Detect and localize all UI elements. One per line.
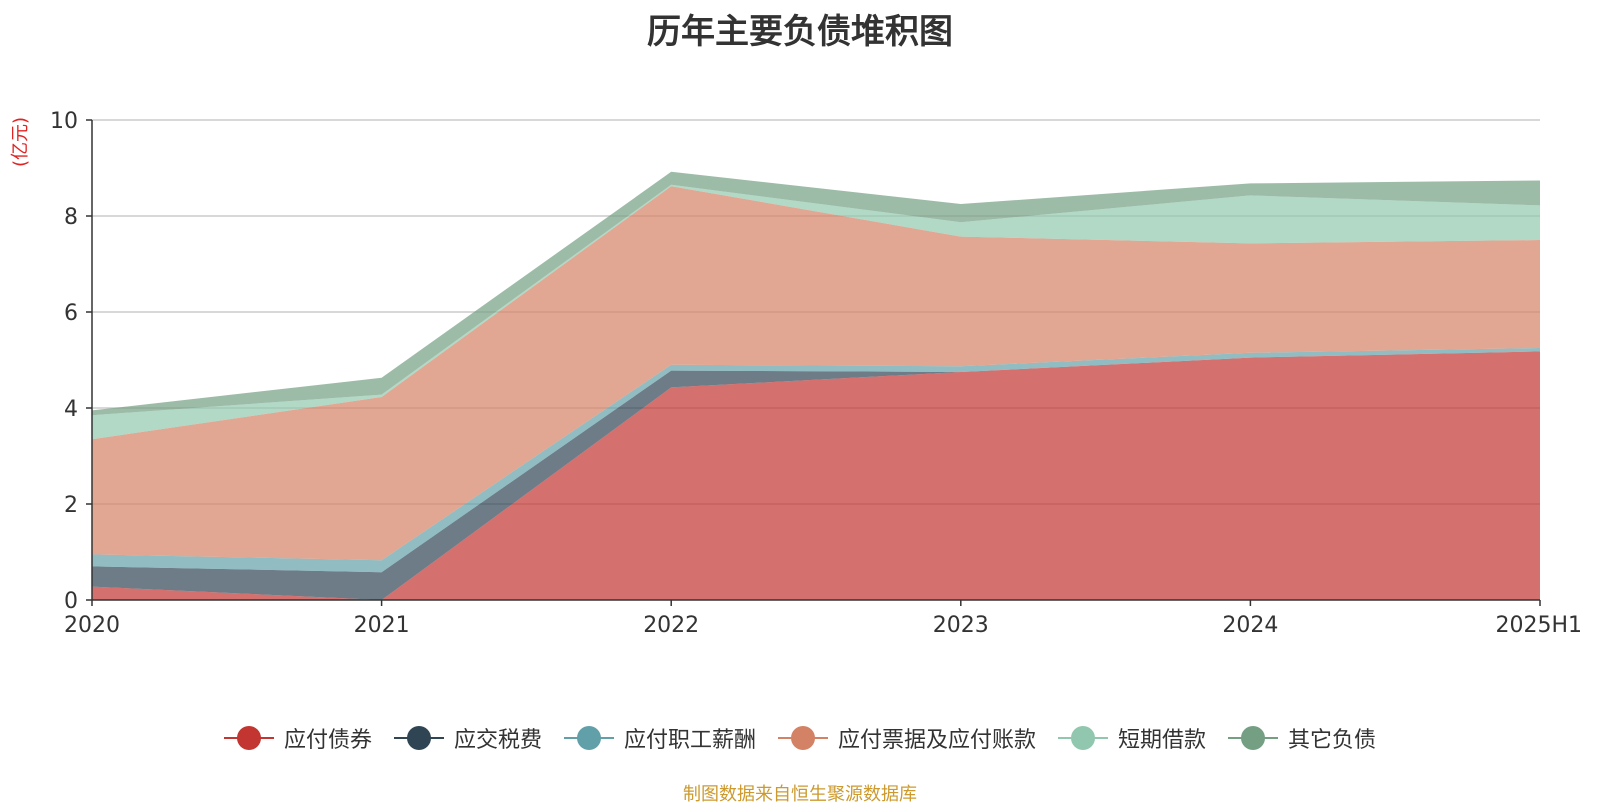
area-series-5 <box>92 171 1540 416</box>
legend-item-0[interactable]: 应付债券 <box>223 722 372 754</box>
x-tick-label: 2023 <box>933 613 989 638</box>
x-tick-label: 2022 <box>643 613 699 638</box>
area-series-4 <box>92 184 1540 440</box>
legend-marker-icon <box>1228 726 1279 750</box>
chart-title: 历年主要负债堆积图 <box>647 12 953 52</box>
area-series-3 <box>92 186 1540 561</box>
legend-marker-icon <box>778 726 828 750</box>
legend-marker-icon <box>393 726 444 750</box>
y-tick-label: 6 <box>64 301 78 326</box>
y-tick-label: 2 <box>64 493 78 518</box>
x-tick-label: 2024 <box>1222 613 1278 638</box>
stacked-areas <box>92 171 1540 600</box>
axes: 0 2 4 6 8 10 2020 2021 2022 2023 2024 2025H1 <box>50 109 1582 638</box>
area-series-2 <box>92 348 1540 573</box>
legend-label: 应交税费 <box>453 728 542 753</box>
legend-item-2[interactable]: 应付职工薪酬 <box>563 722 756 754</box>
y-tick-label: 8 <box>64 205 78 230</box>
legend-label: 应付债券 <box>283 728 372 753</box>
x-tick-label: 2020 <box>64 613 120 638</box>
area-series-1 <box>92 351 1540 600</box>
legend-label: 应付职工薪酬 <box>623 728 756 753</box>
y-tick-label: 4 <box>64 397 78 422</box>
legend-item-1[interactable]: 应交税费 <box>393 722 542 754</box>
x-tick-label: 2021 <box>354 613 410 638</box>
legend-label: 短期借款 <box>1118 728 1207 753</box>
legend-marker-icon <box>223 726 274 750</box>
legend: 应付债券 应交税费 应付职工薪酬 应付票据及应付账款 短期借款 其它负债 <box>0 718 1600 758</box>
area-series-0 <box>92 351 1540 600</box>
legend-item-3[interactable]: 应付票据及应付账款 <box>778 722 1036 754</box>
legend-label: 其它负债 <box>1288 728 1377 753</box>
y-tick-label: 10 <box>50 109 78 134</box>
x-tick-label: 2025H1 <box>1495 613 1582 638</box>
legend-marker-icon <box>1058 726 1109 750</box>
y-axis-unit-label: (亿元) <box>10 117 31 167</box>
legend-marker-icon <box>563 726 614 750</box>
legend-label: 应付票据及应付账款 <box>838 728 1037 753</box>
source-note: 制图数据来自恒生聚源数据库 <box>683 784 917 805</box>
legend-item-5[interactable]: 其它负债 <box>1228 722 1376 754</box>
y-tick-label: 0 <box>64 589 78 614</box>
legend-item-4[interactable]: 短期借款 <box>1058 722 1206 754</box>
